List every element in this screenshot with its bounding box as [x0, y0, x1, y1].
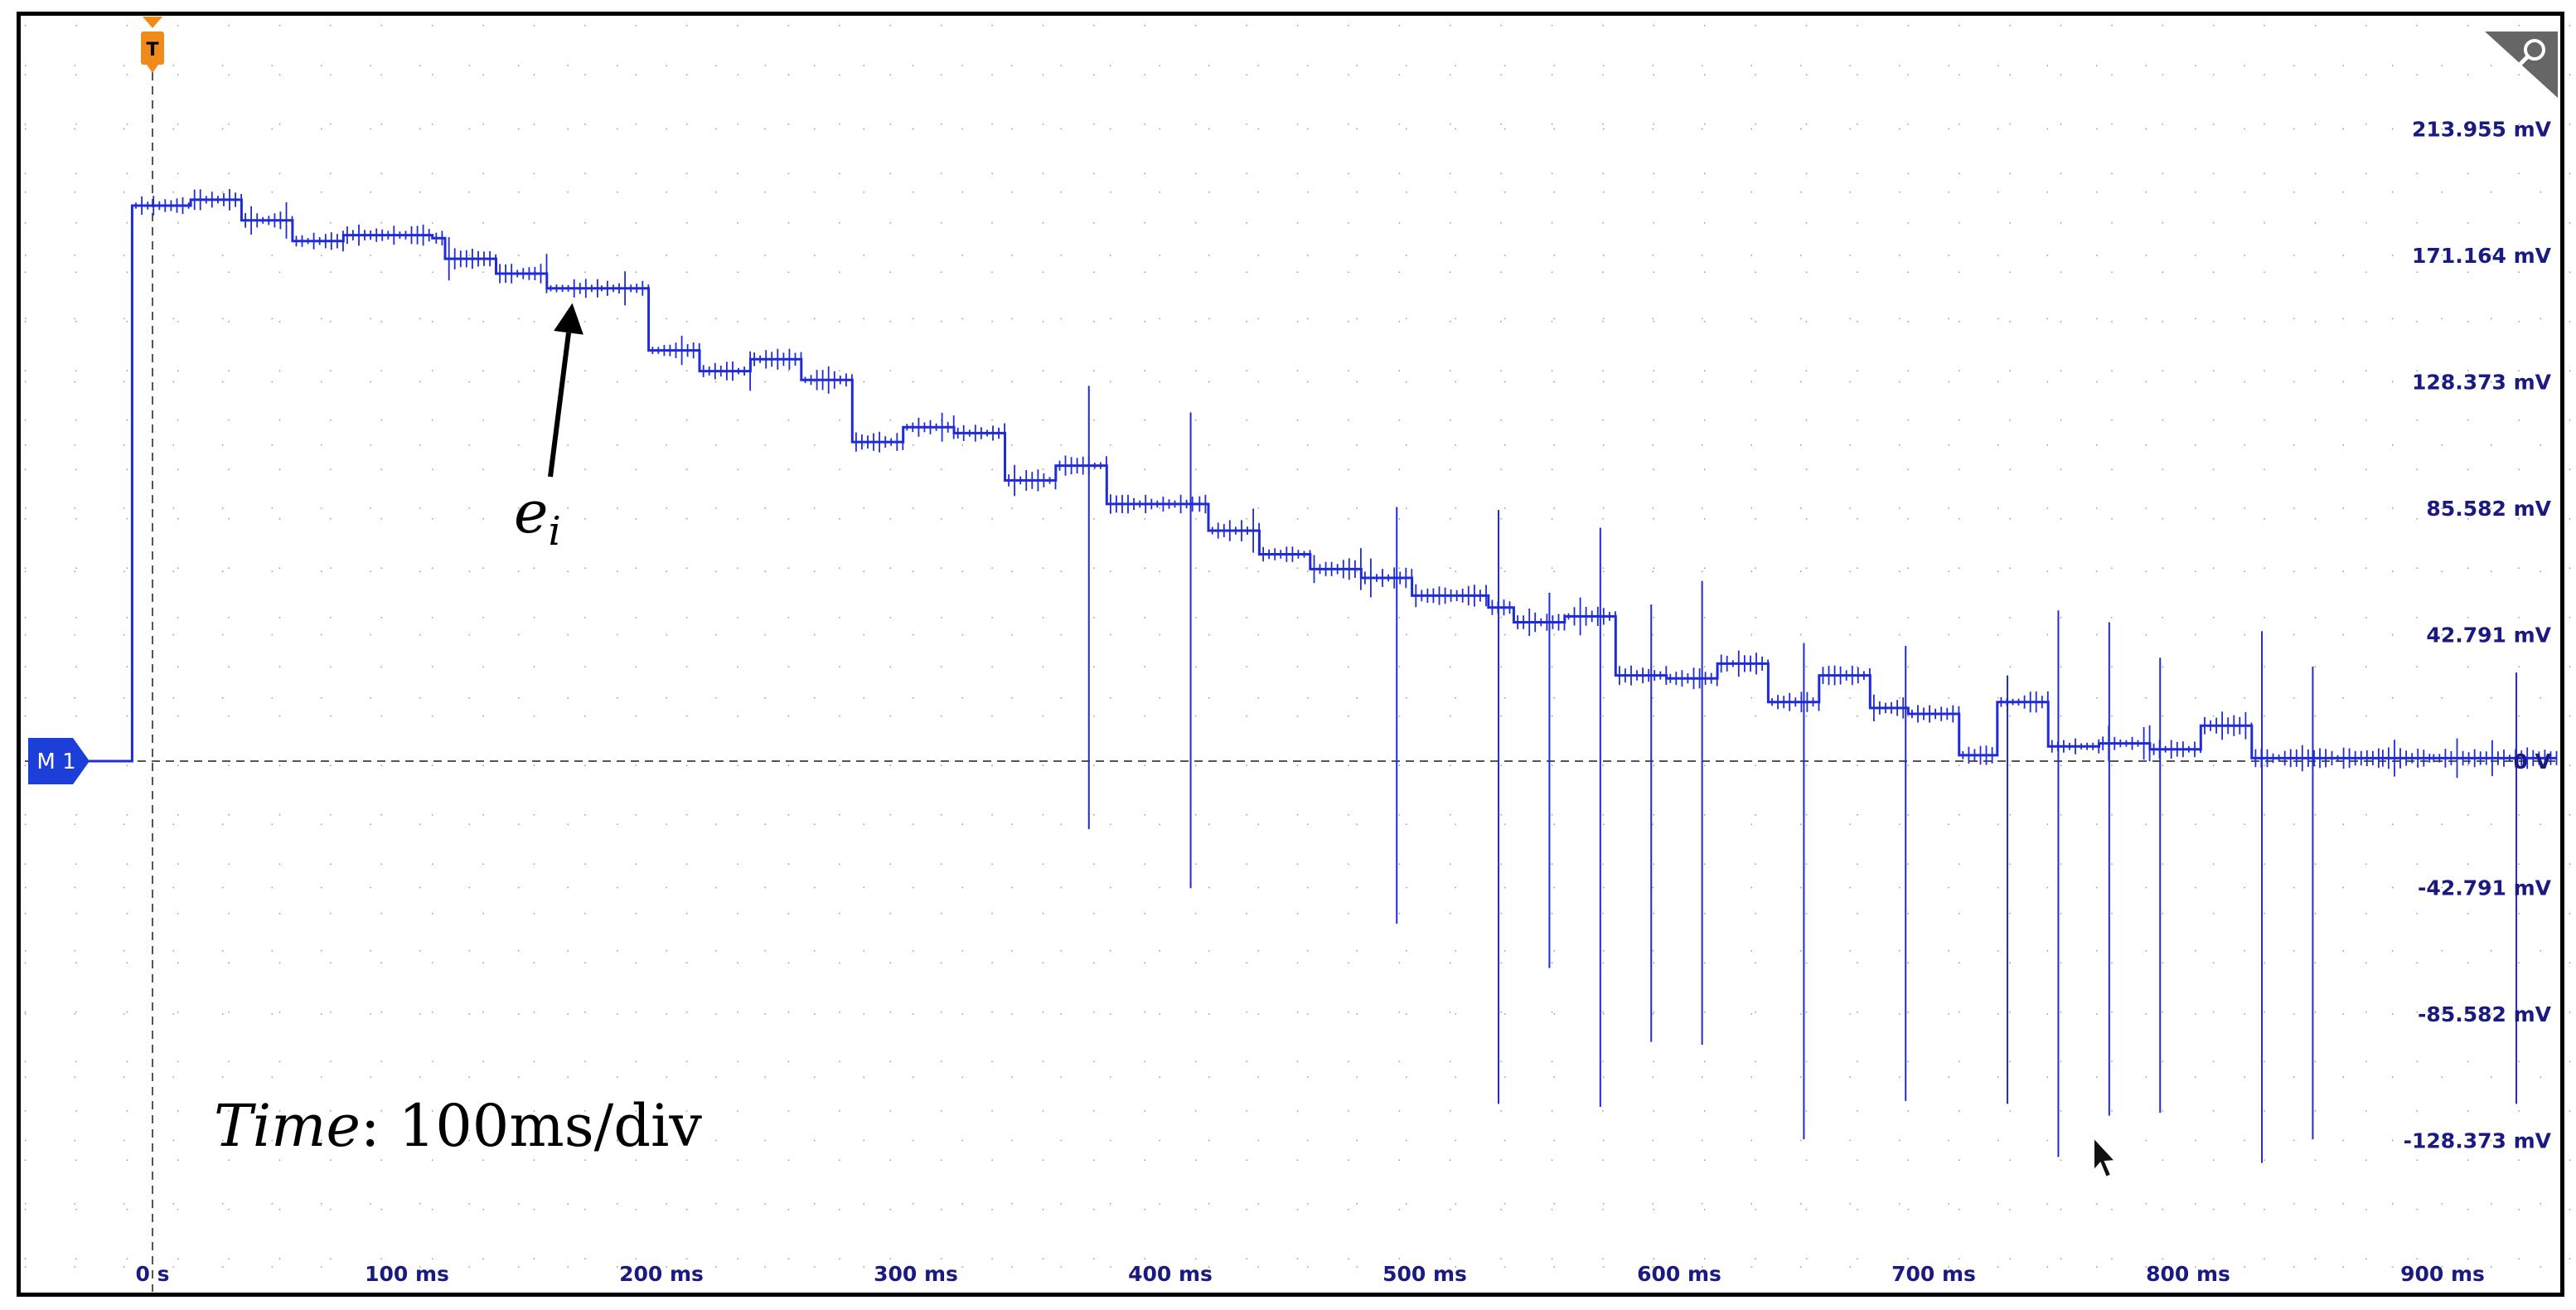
x-tick-label: 100 ms	[365, 1262, 449, 1286]
x-tick-label: 900 ms	[2400, 1262, 2485, 1286]
waveform-trace	[30, 189, 2558, 1163]
time-per-div: : 100ms/div	[361, 1092, 703, 1160]
magnifier-corner-button[interactable]	[2485, 32, 2558, 98]
trigger-box	[141, 32, 164, 65]
ei-symbol: e	[514, 478, 548, 546]
x-tick-label: 700 ms	[1891, 1262, 1976, 1286]
ei-subscript: i	[548, 508, 560, 555]
y-tick-label: 0 V	[2514, 750, 2552, 774]
arrow-icon	[554, 303, 583, 335]
channel-marker-label: M 1	[36, 750, 75, 774]
mouse-pointer-icon	[2093, 1135, 2118, 1179]
y-tick-label: 213.955 mV	[2412, 118, 2552, 142]
graticule	[24, 25, 2571, 1292]
x-tick-label: 200 ms	[619, 1262, 704, 1286]
time-label: Time	[214, 1092, 361, 1160]
ei-annotation: ei	[514, 303, 583, 555]
x-tick-label: 0 s	[136, 1262, 170, 1286]
trigger-pointer	[147, 65, 158, 73]
trigger-marker[interactable]: T	[141, 17, 164, 73]
y-tick-label: 171.164 mV	[2412, 244, 2552, 268]
waveform-steps	[30, 198, 2558, 763]
x-tick-label: 800 ms	[2146, 1262, 2230, 1286]
waveform-noise	[135, 189, 2558, 779]
channel-marker-icon	[28, 738, 90, 784]
y-tick-label: 128.373 mV	[2412, 371, 2552, 395]
trigger-label: T	[146, 40, 158, 61]
svg-text:ei: ei	[514, 478, 561, 555]
x-tick-label: 600 ms	[1637, 1262, 1721, 1286]
channel-marker[interactable]: M 1	[28, 738, 90, 784]
y-tick-label: -85.582 mV	[2418, 1002, 2552, 1026]
time-axis-labels: 0 s 100 ms 200 ms 300 ms 400 ms 500 ms 600 ms 7…	[136, 1262, 2485, 1286]
y-tick-label: 42.791 mV	[2426, 623, 2551, 648]
oscilloscope-frame	[17, 12, 2564, 1297]
x-tick-label: 300 ms	[874, 1262, 958, 1286]
trigger-icon	[143, 17, 162, 28]
y-tick-label: -42.791 mV	[2418, 876, 2552, 900]
svg-text:Time: 100ms/div: Time: 100ms/div	[214, 1092, 702, 1160]
voltage-axis-labels: 213.955 mV 171.164 mV 128.373 mV 85.582 mV 4…	[2404, 118, 2552, 1153]
x-tick-label: 500 ms	[1382, 1262, 1467, 1286]
y-tick-label: 85.582 mV	[2426, 497, 2551, 521]
x-tick-label: 400 ms	[1128, 1262, 1213, 1286]
y-tick-label: -128.373 mV	[2404, 1129, 2552, 1153]
